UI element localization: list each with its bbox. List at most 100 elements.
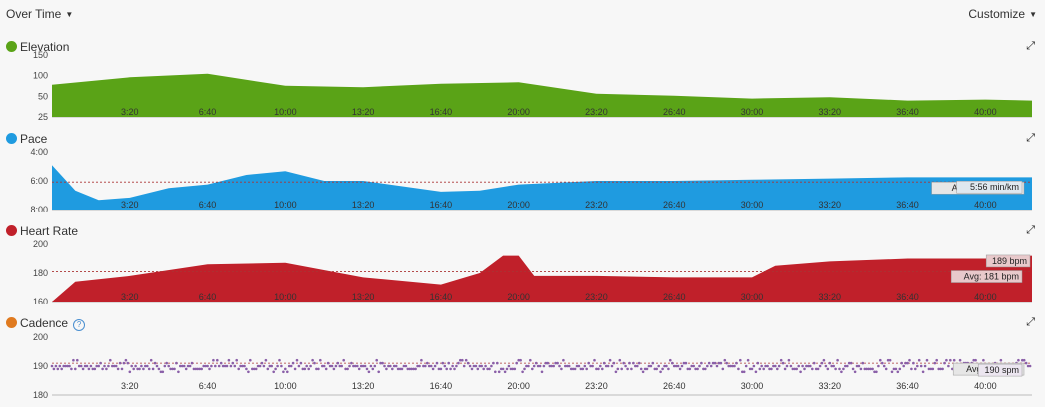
- cadence-point: [653, 367, 657, 371]
- cadence-point: [435, 361, 439, 365]
- cadence-point: [552, 364, 555, 368]
- cadence-point: [752, 364, 756, 368]
- cadence-point: [859, 367, 863, 371]
- cadence-point: [383, 364, 386, 368]
- cadence-point: [927, 367, 931, 371]
- cadence-point: [729, 364, 732, 368]
- cadence-point: [235, 358, 238, 362]
- caret-down-icon: ▼: [1029, 10, 1037, 19]
- y-tick-label: 150: [33, 50, 48, 60]
- heart-rate-current-label-box: [985, 254, 1031, 268]
- cadence-point: [774, 364, 777, 368]
- cadence-point: [295, 358, 299, 362]
- cadence-point: [262, 364, 266, 368]
- x-tick-label: 16:40: [430, 107, 453, 117]
- cadence-point: [60, 367, 63, 371]
- cadence-point: [484, 364, 487, 368]
- y-tick-label: 50: [38, 91, 48, 101]
- cadence-point: [459, 358, 462, 362]
- cadence-point: [410, 367, 414, 371]
- cadence-point: [569, 367, 573, 371]
- cadence-point: [429, 364, 433, 368]
- cadence-point: [161, 370, 165, 374]
- cadence-point: [637, 361, 641, 365]
- x-tick-label: 36:40: [896, 292, 919, 302]
- cadence-point: [408, 367, 412, 371]
- cadence-point: [974, 358, 977, 362]
- cadence-point: [206, 364, 209, 368]
- expand-icon[interactable]: ⤢: [1026, 132, 1035, 144]
- cadence-point: [1024, 361, 1028, 365]
- pace-panel: Pace ⤢ 4:00 6:00 8:00 3:20 6:40 10:00 13:20 16:…: [0, 130, 1045, 212]
- cadence-point: [107, 364, 110, 368]
- cadence-point: [723, 358, 727, 362]
- x-tick-label: 20:00: [507, 292, 530, 302]
- cadence-point: [344, 367, 347, 371]
- cadence-point: [305, 364, 309, 368]
- cadence-point: [933, 361, 937, 365]
- pace-legend-dot: [6, 133, 17, 144]
- cadence-point: [770, 367, 773, 371]
- heart-rate-legend-dot: [6, 225, 17, 236]
- cadence-point: [581, 367, 585, 371]
- cadence-point: [486, 367, 489, 371]
- cadence-point: [291, 361, 295, 365]
- heart-rate-chart: 200 180 160 3:20 6:40 10:00 13:20 16:40 20:00 23:…: [33, 239, 1032, 304]
- cadence-point: [842, 367, 845, 371]
- y-tick-label: 200: [33, 332, 48, 342]
- cadence-current-label: 190 spm: [984, 365, 1019, 375]
- cadence-point: [196, 367, 200, 371]
- cadence-point: [812, 361, 816, 365]
- cadence-point: [309, 364, 312, 368]
- cadence-point: [713, 361, 717, 365]
- customize-button[interactable]: Customize ▼: [968, 7, 1037, 21]
- cadence-point: [809, 364, 812, 368]
- cadence-point: [616, 367, 620, 371]
- cadence-point: [177, 370, 180, 374]
- cadence-point: [849, 361, 853, 365]
- cadence-point: [704, 367, 707, 371]
- cadence-point: [735, 361, 738, 365]
- cadence-point: [72, 358, 75, 362]
- cadence-point: [202, 364, 205, 368]
- cadence-point: [490, 364, 493, 368]
- x-tick-label: 3:20: [121, 292, 139, 302]
- cadence-point: [200, 367, 203, 371]
- expand-icon[interactable]: ⤢: [1026, 316, 1035, 328]
- x-tick-label: 30:00: [741, 200, 764, 210]
- view-selector[interactable]: Over Time ▼: [6, 7, 73, 21]
- cadence-point: [558, 364, 561, 368]
- cadence-point: [721, 367, 725, 371]
- cadence-point: [776, 367, 779, 371]
- cadence-point: [925, 358, 929, 362]
- x-tick-label: 36:40: [896, 107, 919, 117]
- cadence-point: [379, 361, 382, 365]
- cadence-point: [694, 367, 697, 371]
- cadence-point: [811, 367, 814, 371]
- cadence-point: [357, 367, 361, 371]
- cadence-point: [389, 364, 392, 368]
- expand-icon[interactable]: ⤢: [1026, 224, 1035, 236]
- cadence-point: [208, 367, 211, 371]
- x-tick-label: 23:20: [585, 292, 608, 302]
- cadence-point: [478, 364, 482, 368]
- cadence-point: [612, 361, 616, 365]
- elevation-area: [52, 73, 1032, 117]
- cadence-point: [715, 364, 719, 368]
- cadence-point: [243, 364, 246, 368]
- cadence-point: [513, 367, 517, 371]
- cadence-point: [577, 364, 581, 368]
- cadence-point: [972, 358, 975, 362]
- cadence-point: [352, 364, 355, 368]
- expand-icon[interactable]: ⤢: [1026, 40, 1035, 52]
- cadence-point: [136, 367, 139, 371]
- heart-rate-title: Heart Rate: [6, 224, 78, 238]
- y-tick-label: 4:00: [30, 147, 48, 157]
- cadence-point: [779, 358, 783, 362]
- help-icon[interactable]: ?: [73, 319, 86, 331]
- cadence-point: [571, 367, 575, 371]
- cadence-point: [165, 361, 168, 365]
- cadence-point: [157, 367, 161, 371]
- cadence-point: [958, 358, 962, 362]
- cadence-point: [216, 358, 219, 362]
